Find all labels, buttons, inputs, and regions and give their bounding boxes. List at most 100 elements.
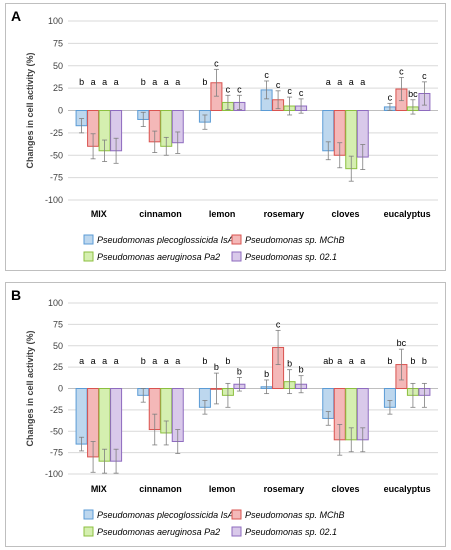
significance-letter: a xyxy=(152,77,157,87)
y-tick-label: 100 xyxy=(48,16,63,26)
significance-letter: b xyxy=(141,77,146,87)
significance-letter: b xyxy=(141,356,146,366)
legend-swatch xyxy=(231,251,242,262)
chart-panel-b: B Changes in cell activity (%) 100 75 50 25 0 -… xyxy=(5,282,446,547)
significance-letter: a xyxy=(114,77,119,87)
significance-letter: c xyxy=(226,84,231,94)
panel-label: A xyxy=(11,8,21,24)
significance-letter: c xyxy=(276,319,281,329)
y-tick-label: 25 xyxy=(53,83,63,93)
y-tick-label: -50 xyxy=(50,426,63,436)
y-tick-label: 50 xyxy=(53,341,63,351)
significance-letter: b xyxy=(264,369,269,379)
significance-letter: b xyxy=(214,362,219,372)
significance-letter: c xyxy=(276,80,281,90)
y-tick-label: -100 xyxy=(45,469,63,479)
legend-swatch xyxy=(83,526,94,537)
legend-label: Pseudomonas sp. 02.1 xyxy=(245,527,337,537)
significance-letter: c xyxy=(287,86,292,96)
significance-letter: b xyxy=(299,365,304,375)
x-category-label: MIX xyxy=(91,484,107,494)
significance-letter: c xyxy=(214,58,219,68)
significance-letter: c xyxy=(388,92,393,102)
significance-letter: b xyxy=(202,77,207,87)
y-tick-label: -25 xyxy=(50,405,63,415)
y-axis-title: Changes in cell activity (%) xyxy=(25,330,35,446)
bar xyxy=(75,388,88,445)
significance-letter: a xyxy=(349,356,354,366)
significance-letter: c xyxy=(422,71,427,81)
legend-label: Pseudomonas aeruginosa Pa2 xyxy=(97,252,220,262)
x-category-label: cloves xyxy=(331,209,359,219)
y-tick-label: 100 xyxy=(48,298,63,308)
significance-letter: b xyxy=(225,356,230,366)
legend-label: Pseudomonas plecoglossicida IsA xyxy=(97,235,234,245)
significance-letter: a xyxy=(164,356,169,366)
legend-swatch xyxy=(83,234,94,245)
x-category-label: cloves xyxy=(331,484,359,494)
x-category-label: cinnamon xyxy=(139,484,182,494)
legend-label: Pseudomonas sp. MChB xyxy=(245,510,345,520)
significance-letter: b xyxy=(287,359,292,369)
y-tick-label: -25 xyxy=(50,128,63,138)
significance-letter: a xyxy=(337,77,342,87)
significance-letter: a xyxy=(114,356,119,366)
significance-letter: c xyxy=(299,88,304,98)
chart-b-svg: B Changes in cell activity (%) 100 75 50 25 0 -… xyxy=(11,287,438,537)
x-category-label: MIX xyxy=(91,209,107,219)
x-category-label: rosemary xyxy=(264,209,305,219)
significance-letter: b xyxy=(79,77,84,87)
legend-label: Pseudomonas sp. MChB xyxy=(245,235,345,245)
significance-letter: a xyxy=(91,77,96,87)
significance-letter: b xyxy=(237,366,242,376)
significance-letter: c xyxy=(264,70,269,80)
y-tick-label: 75 xyxy=(53,319,63,329)
significance-letter: a xyxy=(175,77,180,87)
significance-letter: a xyxy=(79,356,84,366)
y-axis-title: Changes in cell activity (%) xyxy=(25,52,35,168)
significance-letter: a xyxy=(152,356,157,366)
legend-label: Pseudomonas sp. 02.1 xyxy=(245,252,337,262)
y-tick-label: -75 xyxy=(50,173,63,183)
y-tick-label: -50 xyxy=(50,150,63,160)
significance-letter: a xyxy=(337,356,342,366)
significance-letter: c xyxy=(399,66,404,76)
significance-letter: a xyxy=(91,356,96,366)
y-tick-label: -100 xyxy=(45,195,63,205)
significance-letter: a xyxy=(102,356,107,366)
y-tick-label: 50 xyxy=(53,61,63,71)
significance-letter: bc xyxy=(397,338,407,348)
y-tick-label: 75 xyxy=(53,38,63,48)
legend-swatch xyxy=(231,526,242,537)
chart-panel-a: A Changes in cell activity (%) 100 75 50 25 0 -… xyxy=(5,3,446,271)
legend-swatch xyxy=(83,509,94,520)
significance-letter: c xyxy=(237,84,242,94)
legend-swatch xyxy=(231,234,242,245)
panel-label: B xyxy=(11,287,21,303)
significance-letter: a xyxy=(102,77,107,87)
significance-letter: a xyxy=(349,77,354,87)
legend-swatch xyxy=(83,251,94,262)
significance-letter: bc xyxy=(408,89,418,99)
y-tick-label: 0 xyxy=(58,384,63,394)
legend-label: Pseudomonas plecoglossicida IsA xyxy=(97,510,234,520)
chart-a-svg: A Changes in cell activity (%) 100 75 50 25 0 -… xyxy=(11,8,438,262)
legend-swatch xyxy=(231,509,242,520)
x-category-label: eucalyptus xyxy=(384,484,431,494)
significance-letter: a xyxy=(175,356,180,366)
x-category-label: lemon xyxy=(209,484,236,494)
y-tick-label: 25 xyxy=(53,362,63,372)
significance-letter: ab xyxy=(323,356,333,366)
significance-letter: b xyxy=(387,356,392,366)
significance-letter: a xyxy=(326,77,331,87)
significance-letter: b xyxy=(410,356,415,366)
y-tick-label: 0 xyxy=(58,106,63,116)
significance-letter: a xyxy=(164,77,169,87)
significance-letter: a xyxy=(360,356,365,366)
x-category-label: cinnamon xyxy=(139,209,182,219)
significance-letter: b xyxy=(422,356,427,366)
x-category-label: lemon xyxy=(209,209,236,219)
x-category-label: eucalyptus xyxy=(384,209,431,219)
x-category-label: rosemary xyxy=(264,484,305,494)
y-tick-label: -75 xyxy=(50,448,63,458)
